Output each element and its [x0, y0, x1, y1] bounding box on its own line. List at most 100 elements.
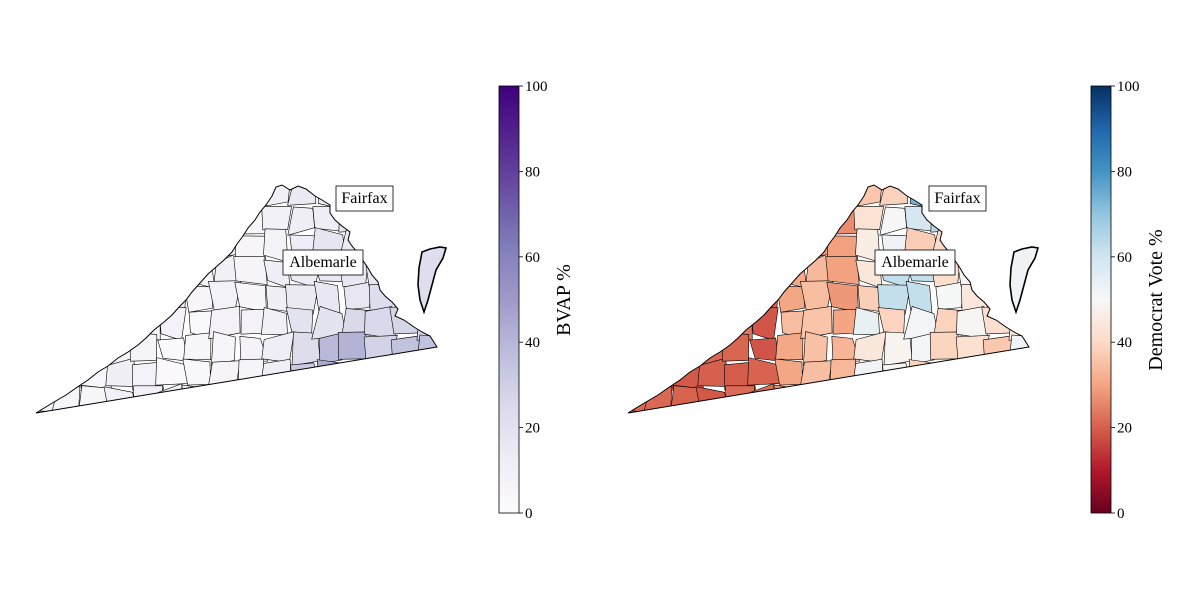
county-polygon [78, 337, 107, 367]
county-polygon [390, 229, 425, 261]
county-polygon [982, 202, 1013, 230]
county-polygon [363, 227, 397, 261]
county-polygon [674, 234, 702, 259]
county-polygon [213, 207, 240, 235]
county-polygon [107, 410, 135, 413]
county-polygon [907, 414, 934, 437]
county-polygon [130, 280, 163, 309]
county-polygon [285, 307, 314, 335]
county-polygon [234, 390, 269, 412]
county-polygon [105, 284, 139, 312]
county-polygon [672, 410, 704, 413]
colorbar-tick-label: 100 [1117, 79, 1140, 95]
county-polygon [984, 389, 1014, 413]
county-polygon [391, 359, 423, 388]
callout-albemarle: Albemarle [282, 249, 364, 276]
county-polygon [775, 332, 804, 361]
county-polygon [133, 185, 161, 207]
colorbar-ticks: 0 20 40 60 80 100 [519, 79, 548, 522]
county-polygon [36, 334, 59, 360]
county-polygon [261, 185, 291, 207]
colorbar-label: Democrat Vote % [1145, 229, 1167, 370]
colorbar-tick-label: 0 [1117, 506, 1125, 522]
county-polygon [749, 337, 780, 362]
county-polygon [237, 358, 265, 393]
county-polygon [389, 185, 423, 210]
county-polygon [51, 254, 85, 288]
democrat-vote-choropleth-map [627, 184, 1040, 437]
county-polygon [343, 281, 373, 311]
county-polygon [344, 361, 369, 393]
county-polygon [988, 286, 1010, 308]
county-polygon [36, 204, 58, 230]
county-polygon [107, 308, 138, 339]
county-polygon [853, 331, 887, 363]
county-polygon [105, 254, 139, 287]
county-polygon [956, 358, 985, 393]
county-polygon [261, 206, 292, 231]
county-polygon [422, 185, 437, 206]
county-layer [628, 185, 1029, 437]
county-polygon [645, 305, 673, 336]
county-polygon [726, 202, 752, 236]
callout-box [282, 249, 364, 276]
county-polygon [183, 332, 212, 361]
county-polygon [803, 331, 828, 366]
colorbar-gradient [498, 85, 520, 514]
county-polygon [644, 279, 675, 314]
county-polygon [55, 231, 84, 262]
county-polygon [825, 256, 860, 285]
county-polygon [699, 308, 730, 339]
county-polygon [233, 256, 268, 285]
county-polygon [698, 205, 730, 237]
county-polygon [208, 360, 241, 386]
county-polygon [826, 390, 861, 412]
county-polygon [673, 204, 704, 237]
county-polygon [159, 227, 191, 262]
county-polygon [36, 308, 54, 340]
county-polygon [157, 337, 188, 362]
county-polygon [183, 208, 217, 236]
democrat-vote-colorbar: 0 20 40 60 80 100 Democrat Vote % [1090, 79, 1167, 522]
county-polygon [419, 384, 437, 413]
state-outline [627, 184, 1030, 414]
county-polygon [211, 331, 236, 366]
county-polygon [802, 383, 832, 413]
county-polygon [826, 185, 858, 211]
county-polygon [1008, 361, 1029, 388]
county-polygon [53, 305, 81, 336]
county-polygon [1011, 384, 1029, 413]
county-polygon [648, 185, 673, 209]
county-polygon [319, 333, 343, 365]
county-polygon [129, 253, 162, 289]
county-polygon [1015, 201, 1029, 233]
county-polygon [184, 285, 213, 313]
callout-fairfax-label: Fairfax [341, 190, 387, 207]
callout-box [928, 185, 987, 212]
county-polygon [721, 253, 754, 289]
county-polygon [825, 409, 861, 413]
county-polygon [364, 358, 393, 393]
county-polygon [935, 281, 965, 311]
county-polygon [675, 256, 703, 287]
eastern-shore [417, 246, 448, 315]
county-polygon [749, 256, 782, 287]
callout-fairfax: Fairfax [928, 185, 987, 212]
county-polygon [628, 204, 650, 230]
county-polygon [853, 206, 884, 231]
county-polygon [106, 205, 138, 237]
county-polygon [955, 386, 986, 412]
county-polygon [800, 360, 833, 386]
county-polygon [955, 227, 989, 261]
county-polygon [208, 306, 241, 340]
county-polygon [722, 411, 755, 413]
county-polygon [877, 284, 911, 315]
county-polygon [51, 204, 84, 237]
county-polygon [628, 228, 649, 263]
county-polygon [669, 385, 700, 413]
county-polygon [725, 385, 755, 413]
county-polygon [935, 383, 961, 413]
bvap-map-panel: Fairfax Albemarle 0 20 40 60 80 100 BVAP % [35, 79, 575, 522]
county-polygon [646, 331, 676, 359]
county-polygon [54, 331, 84, 359]
